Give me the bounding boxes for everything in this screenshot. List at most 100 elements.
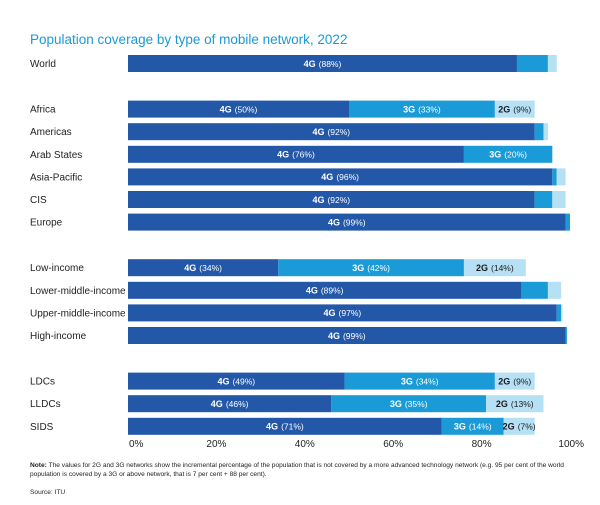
bar-row-americas: Americas 4G (92%) (30, 123, 548, 141)
segment-label-4g: 4G (76%) (277, 150, 315, 160)
x-tick-label: 20% (206, 439, 226, 450)
segment-label-2g: 2G (14%) (476, 263, 514, 273)
segment-label-2g: 2G (7%) (503, 422, 536, 432)
x-tick-label: 100% (558, 439, 584, 450)
note-text: The values for 2G and 3G networks show t… (30, 462, 564, 478)
segment-label-3g: 3G (34%) (401, 376, 439, 386)
bar-segment-4g (128, 191, 535, 208)
category-label: Africa (30, 105, 56, 116)
bar-row-sids: SIDS 4G (71%) 3G (14%) 2G (7%) (30, 417, 536, 435)
bar-segment-3g (521, 281, 548, 299)
bar-row-asia-pacific: Asia-Pacific 4G (96%) (30, 168, 566, 186)
bar-row-cis: CIS 4G (92%) (30, 191, 566, 208)
bar-segment-4g (128, 55, 517, 72)
source-text: Source: ITU (30, 489, 66, 496)
segment-label-4g: 4G (99%) (328, 217, 366, 227)
bar-segment-4g (128, 304, 557, 322)
bar-segment-4g (128, 123, 535, 141)
category-label: High-income (30, 331, 87, 342)
bar-segment-3g (534, 191, 553, 208)
bar-segment-3g (463, 145, 553, 163)
category-label: Asia-Pacific (30, 172, 82, 183)
bar-segment-3g (516, 55, 548, 72)
bar-segment-2g (543, 123, 548, 141)
bar-row-arab-states: Arab States 4G (76%) 3G (20%) (30, 145, 553, 163)
segment-label-4g: 4G (92%) (312, 127, 350, 137)
category-label: Upper-middle-income (30, 308, 126, 319)
bar-segment-2g (561, 304, 563, 322)
segment-label-4g: 4G (99%) (328, 331, 366, 341)
bar-segment-3g (344, 372, 495, 390)
bar-segment-2g (547, 281, 562, 299)
segment-label-4g: 4G (89%) (306, 286, 344, 296)
bar-row-lower-middle-income: Lower-middle-income 4G (89%) (30, 281, 562, 299)
bar-row-upper-middle-income: Upper-middle-income 4G (97%) (30, 304, 563, 322)
bar-row-low-income: Low-income 4G (34%) 3G (42%) 2G (14%) (30, 259, 526, 277)
bar-segment-4g (128, 259, 279, 277)
segment-label-4g: 4G (92%) (312, 195, 350, 205)
bar-segment-3g (278, 259, 464, 277)
bar-segment-2g (503, 417, 535, 435)
category-label: Americas (30, 127, 72, 138)
segment-label-3g: 3G (35%) (390, 399, 428, 409)
bar-segment-4g (128, 327, 566, 344)
segment-label-3g: 3G (20%) (489, 150, 527, 160)
segment-label-2g: 2G (9%) (498, 376, 531, 386)
bar-segment-4g (128, 145, 464, 163)
segment-label-4g: 4G (88%) (304, 59, 342, 69)
bar-segment-4g (128, 281, 522, 299)
segment-label-4g: 4G (49%) (217, 376, 255, 386)
bar-segment-4g (128, 213, 566, 231)
x-tick-label: 80% (472, 439, 492, 450)
bar-segment-4g (128, 395, 332, 413)
bar-segment-4g (128, 417, 442, 435)
bar-segment-4g (128, 168, 553, 186)
bar-segment-3g (556, 304, 562, 322)
bar-segment-3g (349, 100, 495, 118)
bar-segment-3g (552, 168, 557, 186)
x-tick-label: 40% (295, 439, 315, 450)
segment-label-3g: 3G (14%) (454, 422, 492, 432)
segment-label-4g: 4G (97%) (324, 308, 362, 318)
category-label: Arab States (30, 150, 82, 161)
bar-segment-2g (547, 55, 557, 72)
bar-row-europe: Europe 4G (99%) (30, 213, 570, 231)
category-label: SIDS (30, 422, 54, 433)
footnote: Note: The values for 2G and 3G networks … (30, 461, 575, 479)
segment-label-4g: 4G (71%) (266, 422, 304, 432)
x-tick-label: 0% (129, 439, 144, 450)
bar-segment-2g (494, 100, 535, 118)
bar-segment-2g (463, 259, 526, 277)
bar-row-lldcs: LLDCs 4G (46%) 3G (35%) 2G (13%) (30, 395, 544, 413)
segment-label-4g: 4G (50%) (220, 104, 258, 114)
category-label: LLDCs (30, 399, 61, 410)
category-label: Low-income (30, 263, 84, 274)
bar-segment-2g (494, 372, 535, 390)
bar-row-ldcs: LDCs 4G (49%) 3G (34%) 2G (9%) (30, 372, 535, 390)
segment-label-4g: 4G (46%) (211, 399, 249, 409)
category-label: LDCs (30, 377, 55, 388)
segment-label-2g: 2G (13%) (496, 399, 534, 409)
category-label: World (30, 59, 56, 70)
segment-label-4g: 4G (34%) (184, 263, 222, 273)
segment-label-4g: 4G (96%) (321, 172, 359, 182)
bar-segment-2g (486, 395, 544, 413)
bar-segment-3g (331, 395, 487, 413)
bar-segment-3g (441, 417, 504, 435)
chart-title: Population coverage by type of mobile ne… (30, 32, 347, 47)
x-axis: 0% 20% 40% 60% 80% 100% (129, 439, 584, 450)
bar-row-high-income: High-income 4G (99%) (30, 327, 567, 344)
segment-label-3g: 3G (42%) (352, 263, 390, 273)
bar-segment-2g (552, 191, 566, 208)
bar-row-africa: Africa 4G (50%) 3G (33%) 2G (9%) (30, 100, 535, 118)
note-label: Note: (30, 462, 47, 469)
bar-row-world: World 4G (88%) (30, 55, 557, 72)
bar-segment-3g (565, 327, 567, 344)
bar-segment-4g (128, 372, 345, 390)
bar-segment-3g (534, 123, 544, 141)
category-label: Lower-middle-income (30, 286, 126, 297)
segment-label-3g: 3G (33%) (403, 104, 441, 114)
bar-segment-4g (128, 100, 349, 118)
bar-segment-2g (556, 168, 566, 186)
